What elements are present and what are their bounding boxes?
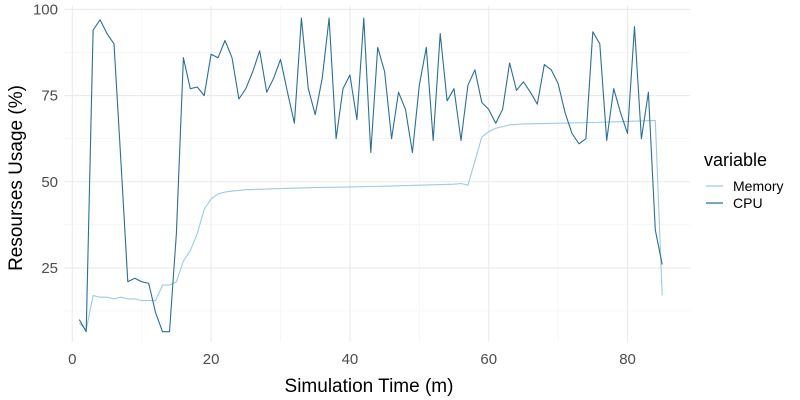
series-line-cpu <box>78 17 663 333</box>
x-axis-title: Simulation Time (m) <box>285 376 454 397</box>
y-tick-label: 75 <box>41 88 58 105</box>
y-axis-title: Resourses Usage (%) <box>6 85 27 271</box>
legend-label-memory: Memory <box>733 178 784 194</box>
legend-label-cpu: CPU <box>733 195 763 211</box>
y-tick-labels: 25 50 75 100 <box>33 1 58 276</box>
x-tick-label: 60 <box>480 351 497 368</box>
y-tick-label: 25 <box>41 260 58 277</box>
y-tick-label: 100 <box>33 1 58 18</box>
series-line-memory <box>78 119 663 331</box>
x-tick-labels: 0 20 40 60 80 <box>68 351 636 368</box>
series-layer <box>78 17 663 333</box>
y-tick-label: 50 <box>41 174 58 191</box>
x-tick-label: 0 <box>68 351 76 368</box>
legend-title: variable <box>704 150 767 170</box>
x-tick-label: 20 <box>203 351 220 368</box>
grid-major <box>64 6 690 342</box>
x-tick-label: 40 <box>342 351 359 368</box>
x-tick-label: 80 <box>619 351 636 368</box>
